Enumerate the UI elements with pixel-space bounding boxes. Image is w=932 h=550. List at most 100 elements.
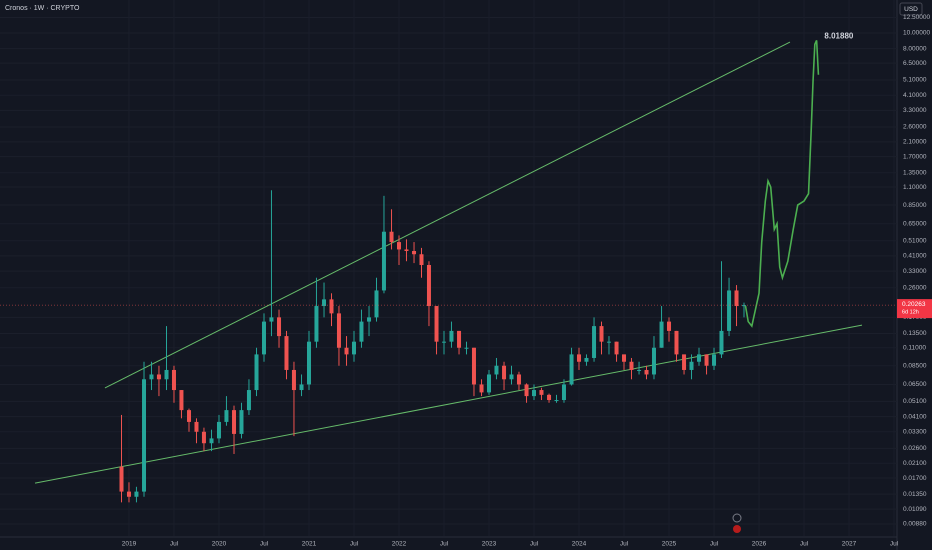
candle-body bbox=[134, 491, 139, 497]
candle-body bbox=[502, 365, 507, 380]
y-tick-label: 0.00880 bbox=[903, 521, 927, 528]
y-tick-label: 10.00000 bbox=[903, 30, 930, 37]
y-tick-label: 4.10000 bbox=[903, 92, 927, 99]
x-tick-label: 2027 bbox=[842, 541, 857, 548]
y-tick-label: 0.01090 bbox=[903, 506, 927, 513]
candle-body bbox=[532, 390, 537, 397]
candle-body bbox=[487, 374, 492, 393]
candle-body bbox=[584, 357, 589, 362]
x-tick-label: Jul bbox=[260, 541, 269, 548]
y-tick-label: 2.60000 bbox=[903, 124, 927, 131]
candle-body bbox=[239, 410, 244, 434]
candle-body bbox=[682, 354, 687, 370]
currency-box[interactable] bbox=[899, 2, 923, 16]
candle-body bbox=[306, 341, 311, 385]
candle-body bbox=[291, 369, 296, 391]
candle-body bbox=[524, 384, 529, 397]
candle-body bbox=[194, 421, 199, 432]
y-tick-label: 0.01700 bbox=[903, 475, 927, 482]
candle-body bbox=[119, 466, 124, 492]
candle-body bbox=[629, 361, 634, 370]
chart-title: Cronos · 1W · CRYPTO bbox=[5, 5, 80, 12]
x-tick-label: 2019 bbox=[122, 541, 137, 548]
currency: USD bbox=[904, 6, 918, 13]
candle-body bbox=[179, 390, 184, 411]
x-tick-label: Jul bbox=[710, 541, 719, 548]
y-tick-label: 0.04100 bbox=[903, 413, 927, 420]
candle-body bbox=[734, 290, 739, 307]
candle-body bbox=[719, 330, 724, 355]
y-tick-label: 0.85000 bbox=[903, 202, 927, 209]
candle-body bbox=[201, 431, 206, 444]
candle-body bbox=[539, 390, 544, 395]
candle-body bbox=[351, 341, 356, 355]
candle-body bbox=[712, 354, 717, 366]
candle-body bbox=[284, 336, 289, 370]
peak-label: 8.01880 bbox=[824, 32, 853, 41]
candle-body bbox=[171, 369, 176, 391]
candle-body bbox=[547, 394, 552, 401]
trendline bbox=[104, 41, 791, 389]
y-tick-label: 0.08500 bbox=[903, 362, 927, 369]
candle-body bbox=[336, 313, 341, 348]
event-icon[interactable] bbox=[733, 525, 741, 533]
candle-body bbox=[659, 321, 664, 348]
candle-body bbox=[419, 254, 424, 266]
candle-body bbox=[569, 354, 574, 385]
countdown: 6d 12h bbox=[902, 310, 919, 316]
event-icon[interactable] bbox=[732, 513, 742, 523]
candle-body bbox=[299, 384, 304, 391]
y-tick-label: 0.13500 bbox=[903, 330, 927, 337]
candle-body bbox=[457, 330, 462, 348]
candle-body bbox=[277, 317, 282, 337]
candle-body bbox=[224, 410, 229, 422]
candle-body bbox=[426, 265, 431, 307]
candle-body bbox=[434, 306, 439, 342]
x-tick-label: 2025 bbox=[662, 541, 677, 548]
y-tick-label: 5.10000 bbox=[903, 77, 927, 84]
candle-body bbox=[216, 421, 221, 439]
candle-body bbox=[637, 369, 642, 371]
candle-body bbox=[494, 365, 499, 375]
y-tick-label: 0.06500 bbox=[903, 381, 927, 388]
y-tick-label: 0.51000 bbox=[903, 237, 927, 244]
candle-body bbox=[696, 354, 701, 362]
candle-body bbox=[471, 347, 476, 385]
candle-body bbox=[322, 299, 327, 307]
candle-body bbox=[509, 374, 514, 380]
candle-body bbox=[727, 290, 732, 331]
candle-body bbox=[516, 374, 521, 385]
candle-body bbox=[667, 321, 672, 331]
y-tick-label: 2.10000 bbox=[903, 139, 927, 146]
y-tick-label: 0.02100 bbox=[903, 460, 927, 467]
x-tick-label: Jul bbox=[350, 541, 359, 548]
candle-body bbox=[314, 306, 319, 342]
candle-body bbox=[149, 374, 154, 380]
candle-body bbox=[367, 317, 372, 322]
y-tick-label: 0.41000 bbox=[903, 253, 927, 260]
candle-body bbox=[644, 369, 649, 375]
x-tick-label: Jul bbox=[800, 541, 809, 548]
candle-body bbox=[254, 354, 259, 391]
x-tick-label: Jul bbox=[440, 541, 449, 548]
candle-body bbox=[599, 326, 604, 342]
candle-body bbox=[359, 321, 364, 342]
y-tick-label: 0.01350 bbox=[903, 491, 927, 498]
candle-body bbox=[577, 354, 582, 362]
candle-body bbox=[614, 341, 619, 355]
x-tick-label: Jul bbox=[890, 541, 899, 548]
candle-body bbox=[374, 290, 379, 318]
y-tick-label: 0.11000 bbox=[903, 344, 926, 351]
x-tick-label: 2020 bbox=[212, 541, 227, 548]
x-tick-label: 2026 bbox=[752, 541, 767, 548]
y-tick-label: 1.35000 bbox=[903, 169, 927, 176]
y-tick-label: 0.33000 bbox=[903, 268, 927, 275]
candle-body bbox=[329, 299, 334, 314]
candle-body bbox=[396, 242, 401, 250]
candle-body bbox=[689, 361, 694, 370]
candle-body bbox=[674, 330, 679, 355]
y-tick-label: 0.02600 bbox=[903, 445, 927, 452]
candle-body bbox=[142, 379, 147, 492]
